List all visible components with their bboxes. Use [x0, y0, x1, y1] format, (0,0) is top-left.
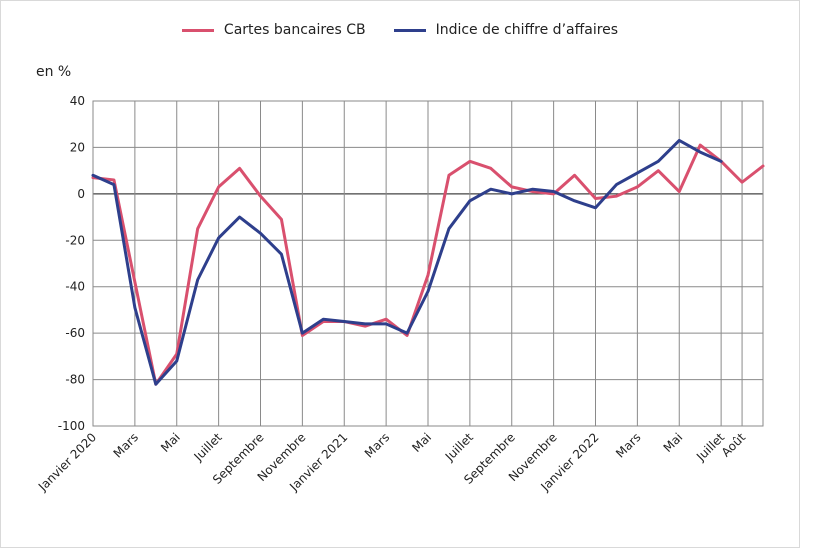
x-tick-label: Juillet: [191, 430, 225, 464]
legend-label-indice-chiffre-affaires: Indice de chiffre d’affaires: [435, 22, 619, 38]
legend-label-cartes-bancaires: Cartes bancaires CB: [223, 22, 366, 38]
y-axis-unit-label: en %: [36, 64, 72, 80]
chart-legend: Cartes bancaires CB Indice de chiffre d’…: [0, 22, 800, 38]
x-tick-label: Mars: [111, 430, 141, 460]
y-tick-label: 40: [70, 94, 85, 108]
legend-item-indice-chiffre-affaires: Indice de chiffre d’affaires: [393, 22, 619, 38]
plot-area-border: [92, 100, 764, 427]
x-tick-label: Mai: [661, 430, 686, 455]
x-tick-label: Mai: [409, 430, 434, 455]
series-line-cartes-bancaires: [91, 143, 765, 386]
x-tick-label: Mars: [362, 430, 392, 460]
x-tick-label: Mai: [158, 430, 183, 455]
y-tick-label: -20: [65, 233, 85, 247]
y-tick-label: -80: [65, 373, 85, 387]
legend-swatch-indice-chiffre-affaires: [393, 28, 426, 32]
x-tick-label: Août: [719, 430, 749, 460]
y-tick-label: -100: [58, 419, 85, 433]
legend-swatch-cartes-bancaires: [181, 28, 214, 32]
y-tick-label: -40: [65, 280, 85, 294]
series-line-indice-chiffre-affaires: [91, 138, 723, 386]
y-tick-label: 0: [77, 187, 85, 201]
x-tick-label: Janvier 2020: [35, 430, 99, 494]
legend-item-cartes-bancaires: Cartes bancaires CB: [181, 22, 366, 38]
y-tick-label: -60: [65, 326, 85, 340]
x-tick-label: Juillet: [442, 430, 476, 464]
y-tick-label: 20: [70, 140, 85, 154]
x-tick-label: Mars: [613, 430, 643, 460]
